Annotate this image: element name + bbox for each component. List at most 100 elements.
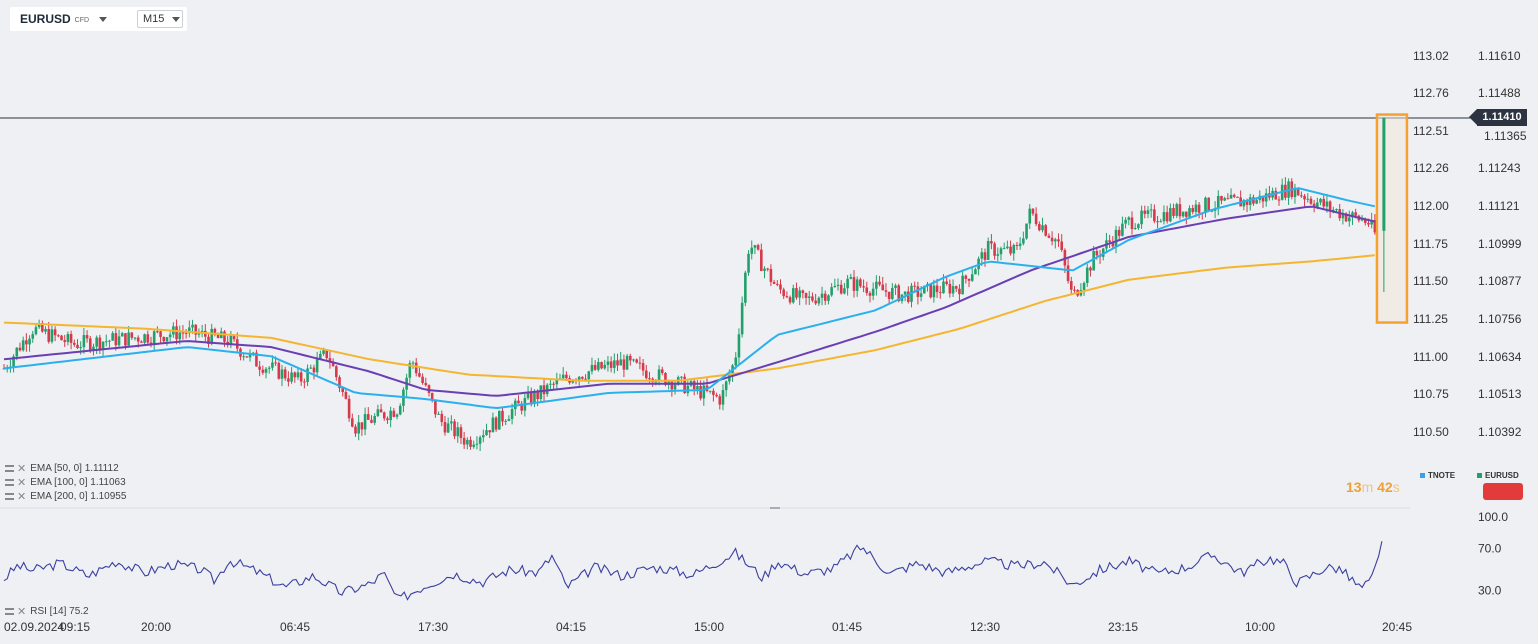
candle-body [149,342,153,344]
candle-body [696,386,699,390]
candle-body [191,324,194,328]
left-axis-tick-label: 112.26 [1413,161,1449,175]
candle-body [855,279,859,291]
instrument-type: CFD [74,17,90,24]
candle-body [57,335,60,337]
right-axis-tick-label: 1.10513 [1478,387,1522,401]
candle-body [600,362,603,369]
right-axis-tick-label: 1.10634 [1478,350,1522,364]
candle-body [1296,187,1300,196]
indicator-ema-50[interactable]: ✕ EMA [50, 0] 1.11112 [5,462,119,475]
candle-body [565,374,568,379]
candle-body [536,391,539,400]
indicator-settings-icon[interactable] [5,479,14,486]
candle-body [1153,209,1156,222]
candle-body [811,296,814,301]
candle-body [913,285,917,287]
candle-body [1028,208,1032,224]
right-axis-tick-label: 1.11243 [1478,161,1521,175]
ema-200-line [3,254,1375,382]
candle-body [434,399,437,415]
candle-body [370,419,373,423]
candle-body [1226,198,1230,200]
candle-body [101,341,105,350]
candle-body [1316,202,1319,208]
indicator-settings-icon[interactable] [5,493,14,500]
candle-body [980,252,984,259]
source-eurusd[interactable]: EURUSD [1477,471,1519,480]
indicator-rsi[interactable]: ✕ RSI [14] 75.2 [5,605,89,618]
candle-body [766,268,770,270]
candle-body [2,368,6,370]
indicator-settings-icon[interactable] [5,465,14,472]
candle-body [718,396,722,405]
candle-body [1207,197,1210,211]
rsi-level-label: 30.0 [1478,584,1502,598]
candle-body [66,333,70,342]
candle-body [526,392,530,399]
timeframe-selector[interactable]: M15 [137,10,183,28]
candle-body [223,331,226,342]
candle-body [1047,235,1051,238]
candle-body [184,332,188,334]
candle-body [1194,204,1198,212]
candle-body [482,435,485,438]
candle-body [1363,219,1367,223]
candle-body [721,390,725,405]
candle-body [772,282,776,284]
symbol-dropdown-icon[interactable] [99,16,108,22]
candle-body [1360,219,1364,221]
indicator-value: 1.11112 [84,463,119,474]
candle-body [210,328,214,345]
candle-body [699,386,702,399]
remove-indicator-icon[interactable]: ✕ [17,491,27,503]
remove-indicator-icon[interactable]: ✕ [17,477,27,489]
symbol-selector[interactable]: EURUSD CFD M15 [10,7,187,31]
countdown-seconds-unit: s [1392,479,1400,495]
indicator-label: EMA [50, 0] [30,463,82,474]
candle-body [63,340,67,342]
candle-body [335,366,338,378]
candle-body [440,413,444,422]
candle-body [916,286,920,297]
indicator-settings-icon[interactable] [5,608,14,615]
source-tnote[interactable]: TNOTE [1420,471,1455,480]
candle-body [178,332,182,340]
candle-body [363,414,367,430]
candle-body [366,414,370,420]
candle-body [491,417,495,433]
remove-indicator-icon[interactable]: ✕ [17,606,27,618]
candle-body [1248,197,1252,205]
candle-body [788,297,792,303]
candle-body [1124,219,1127,224]
indicator-ema-200[interactable]: ✕ EMA [200, 0] 1.10955 [5,490,126,503]
candle-body [1264,193,1268,202]
candle-body [497,410,501,430]
remove-indicator-icon[interactable]: ✕ [17,463,27,475]
candlestick-series [2,177,1377,451]
candle-body [1300,195,1303,197]
left-axis-tick-label: 112.51 [1413,124,1449,138]
candle-body [104,341,108,343]
time-axis-label: 02.09.2024 [4,620,64,634]
indicator-ema-100[interactable]: ✕ EMA [100, 0] 1.11063 [5,476,126,489]
candle-body [846,278,849,289]
candle-body [140,341,143,343]
candle-body [1060,241,1063,250]
timeframe-dropdown-icon[interactable] [172,16,181,22]
candle-body [485,430,488,436]
candle-body [881,284,885,291]
candle-body [1146,210,1150,214]
candle-body [938,292,942,294]
candle-body [156,331,159,333]
candle-body [577,376,581,381]
candle-body [299,372,303,382]
time-axis-label: 09:15 [60,620,90,634]
candle-body [1172,208,1175,216]
candle-body [660,369,664,373]
candle-body [1169,208,1172,222]
pane-resize-handle[interactable] [770,507,780,509]
candle-body [948,283,952,294]
sell-badge[interactable] [1483,483,1523,500]
